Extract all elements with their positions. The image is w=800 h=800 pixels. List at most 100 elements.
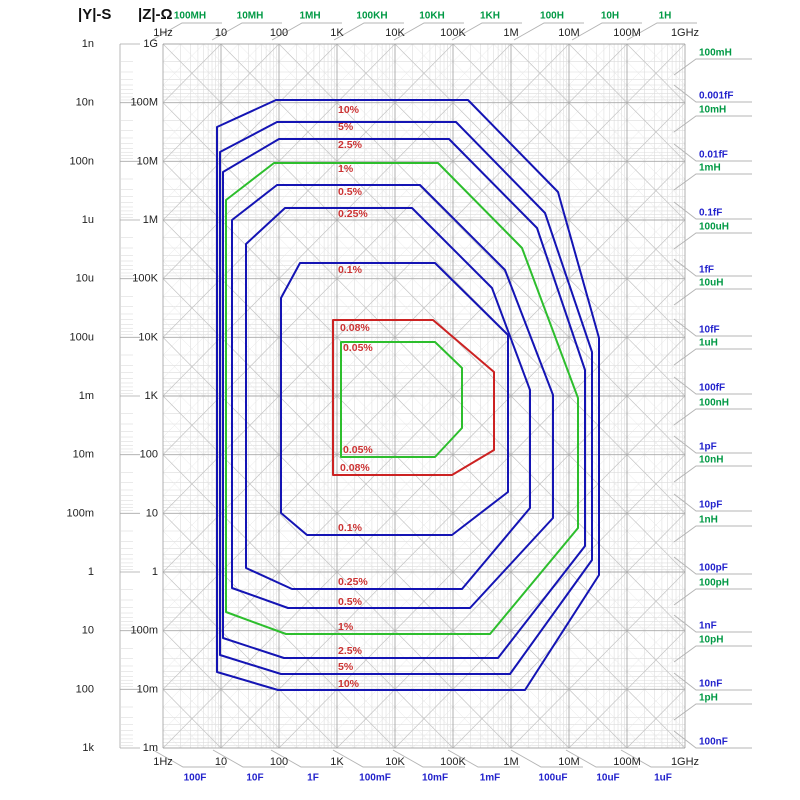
inductance-label-right: 100pH (699, 578, 729, 589)
label-leader (673, 672, 752, 691)
inductance-label-right: 100uH (699, 222, 729, 233)
admittance-tick: 1n (82, 38, 94, 50)
freq-tick-bottom: 100 (270, 756, 288, 768)
inductance-label-right: 100mH (699, 48, 732, 59)
label-leader (673, 465, 752, 483)
label-leader (673, 588, 752, 606)
capacitance-label-right: 10fF (699, 325, 720, 336)
inductance-label-top: 100MH (174, 11, 206, 22)
contour-label: 5% (338, 661, 354, 673)
capacitance-label-bottom: 100uF (539, 773, 568, 784)
label-leader (451, 22, 522, 41)
label-leader (673, 318, 752, 337)
freq-tick-top: 100K (440, 27, 466, 39)
label-leader (333, 22, 404, 41)
capacitance-label-bottom: 1F (307, 773, 319, 784)
label-leader (673, 730, 752, 749)
label-leader (271, 22, 342, 41)
impedance-tick: 100M (130, 97, 158, 109)
inductance-label-right: 10nH (699, 455, 723, 466)
label-leader (565, 749, 638, 768)
contour-label: 0.1% (338, 264, 363, 276)
label-leader (620, 749, 693, 768)
freq-tick-bottom: 1K (330, 756, 344, 768)
contour-0.5pct (231, 184, 554, 609)
label-leader (332, 749, 405, 768)
admittance-tick: 1u (82, 214, 94, 226)
contour-2.5pct (222, 138, 586, 659)
label-leader (673, 525, 752, 543)
contour-label: 5% (338, 121, 354, 133)
label-leader (673, 348, 752, 366)
inductance-label-top: 100H (540, 11, 564, 22)
contour-label: 0.25% (338, 576, 368, 588)
contour-label: 10% (338, 678, 360, 690)
inductance-label-right: 1uH (699, 338, 718, 349)
label-leader (393, 22, 464, 41)
label-leader (270, 749, 343, 768)
capacitance-label-bottom: 10uF (596, 773, 619, 784)
freq-tick-top: 1M (503, 27, 518, 39)
contour-label: 10% (338, 104, 360, 116)
label-leader (673, 408, 752, 426)
freq-tick-top: 10M (558, 27, 579, 39)
freq-tick-top: 100 (270, 27, 288, 39)
contour-label: 0.5% (338, 186, 363, 198)
admittance-tick: 10u (76, 273, 94, 285)
label-leader (673, 376, 752, 395)
inductance-label-right: 1mH (699, 163, 721, 174)
capacitance-grid-line (162, 689, 222, 749)
impedance-tick: 1K (145, 390, 159, 402)
impedance-tick: 10 (146, 507, 158, 519)
freq-tick-bottom: 100M (613, 756, 641, 768)
inductance-label-top: 10MH (237, 11, 264, 22)
capacitance-label-right: 0.1fF (699, 208, 722, 219)
freq-tick-top: 1GHz (671, 27, 699, 39)
freq-tick-bottom: 10M (558, 756, 579, 768)
capacitance-grid-line (162, 219, 686, 749)
admittance-ruler (119, 43, 140, 749)
inductance-label-top: 1KH (480, 11, 500, 22)
capacitance-label-bottom: 1mF (480, 773, 501, 784)
capacitance-label-right: 100nF (699, 737, 728, 748)
admittance-tick: 10 (82, 625, 94, 637)
inductance-label-right: 10uH (699, 278, 723, 289)
impedance-tick: 1M (143, 214, 158, 226)
contour-label: 0.05% (343, 342, 373, 354)
inductance-label-top: 1H (659, 11, 672, 22)
impedance-tick: 100m (130, 625, 158, 637)
label-leader (673, 435, 752, 454)
admittance-tick: 1k (82, 742, 94, 754)
admittance-tick: 1 (88, 566, 94, 578)
capacitance-label-right: 0.001fF (699, 91, 733, 102)
label-leader (447, 749, 520, 768)
capacitance-grid-line (162, 337, 570, 749)
capacitance-grid-line (162, 202, 686, 731)
inductance-label-top: 10H (601, 11, 619, 22)
label-leader (673, 173, 752, 191)
freq-tick-bottom: 100K (440, 756, 466, 768)
contour-0.05pct (340, 341, 463, 458)
freq-tick-bottom: 10 (215, 756, 227, 768)
capacitance-label-bottom: 100mF (359, 773, 391, 784)
admittance-tick: 100 (76, 683, 94, 695)
label-leader (151, 22, 222, 41)
capacitance-grid-line (162, 178, 686, 708)
inductance-label-top: 100KH (356, 11, 387, 22)
label-leader (510, 749, 583, 768)
capacitance-label-right: 1fF (699, 265, 714, 276)
freq-tick-top: 1K (330, 27, 344, 39)
capacitance-grid-line (162, 143, 686, 672)
capacitance-label-bottom: 100F (184, 773, 207, 784)
capacitance-label-right: 1nF (699, 621, 717, 632)
admittance-axis-title: |Y|-S (78, 6, 112, 23)
capacitance-label-bottom: 1uF (654, 773, 672, 784)
capacitance-label-right: 0.01fF (699, 150, 728, 161)
capacitance-grid-line (510, 43, 686, 221)
label-leader (626, 22, 697, 41)
capacitance-label-right: 10pF (699, 500, 722, 511)
contour-label: 0.08% (340, 322, 370, 334)
accuracy-contours (216, 99, 600, 691)
